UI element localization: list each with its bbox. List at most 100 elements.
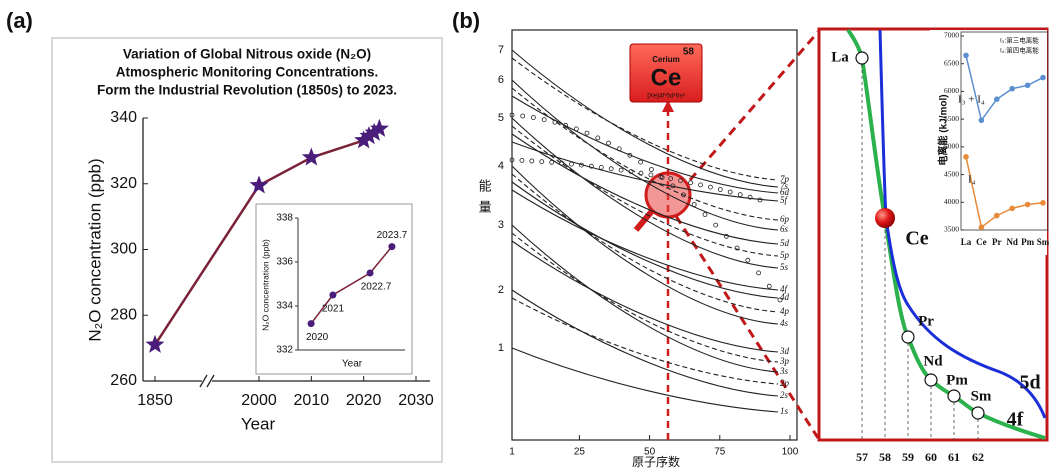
atomic-number: 59	[902, 450, 914, 464]
zoom-line	[688, 31, 820, 181]
data-point	[1009, 205, 1015, 212]
x-tick-label: 50	[644, 447, 656, 458]
level-label: 2	[498, 284, 504, 296]
orbital-curve	[511, 57, 779, 181]
curve-label: 6s	[780, 224, 789, 234]
orbital-marker	[724, 233, 729, 239]
data-point	[978, 224, 985, 231]
x-tick-label: Sm	[1037, 237, 1049, 247]
orbital-marker	[638, 159, 643, 165]
inset-frame	[255, 203, 413, 375]
data-point	[1040, 74, 1046, 81]
data-point	[249, 175, 269, 194]
orbital-marker	[595, 135, 601, 141]
y-tick-label: 260	[110, 372, 137, 389]
y-tick-label: 4500	[944, 169, 959, 178]
x-tick-label: 2010	[294, 392, 330, 409]
data-point	[978, 117, 985, 124]
curve-label: 5d	[1019, 372, 1040, 394]
y-tick-label: 320	[110, 175, 137, 192]
data-line	[310, 246, 393, 325]
x-axis-label: Year	[342, 359, 363, 370]
arrow-head	[662, 100, 674, 112]
series-line	[965, 55, 1044, 123]
data-point	[301, 147, 321, 166]
orbital-curve	[511, 189, 779, 291]
orbital-marker	[584, 130, 590, 136]
curve-label: 1s	[780, 406, 789, 416]
element-label: La	[831, 49, 849, 65]
element-symbol: Ce	[651, 64, 682, 91]
series-label: I₄	[968, 174, 976, 186]
orbital-curve	[511, 224, 779, 373]
data-point	[329, 291, 337, 299]
curve-label: 2p	[780, 378, 790, 388]
x-tick-label: La	[961, 237, 972, 247]
y-tick-label: 6000	[944, 86, 959, 95]
x-tick-label: 100	[782, 447, 799, 458]
point-label: 2020	[306, 332, 329, 343]
orbital-marker	[702, 212, 708, 217]
orbital-marker	[618, 167, 624, 173]
orbital-marker	[734, 245, 740, 251]
orbital-marker	[777, 297, 783, 303]
orbital-marker	[539, 159, 545, 165]
y-tick-label: 338	[276, 213, 293, 224]
orbital-marker	[559, 160, 564, 166]
axis-break-gap	[202, 377, 212, 385]
y-tick-label: 280	[110, 306, 137, 323]
y-axis-label: N₂O concentration (ppb)	[260, 239, 270, 331]
y-tick-label: 332	[276, 345, 293, 356]
element-label: Pm	[946, 372, 968, 388]
chart-title: Atmospheric Monitoring Concentrations.	[116, 65, 379, 80]
orbital-marker	[698, 182, 703, 188]
orbital-marker	[541, 117, 547, 122]
orbital-marker	[766, 283, 772, 289]
data-point	[1040, 200, 1046, 206]
chart-title: Variation of Global Nitrous oxide (N₂O)	[123, 47, 371, 62]
magnifier-handle	[633, 209, 655, 232]
x-tick-label: Pr	[992, 237, 1002, 247]
orbital-marker	[688, 180, 693, 186]
level-label: 3	[498, 219, 504, 231]
orbital-marker	[737, 192, 743, 198]
orbital-curve	[511, 181, 779, 299]
curve-label: 4p	[780, 306, 790, 316]
curve-label: 4s	[780, 318, 789, 328]
data-point	[388, 243, 396, 251]
x-tick-label: 2020	[346, 392, 382, 409]
y-tick-label: 334	[276, 301, 293, 312]
y-tick-label: 340	[110, 109, 137, 126]
orbital-curve	[511, 133, 779, 245]
data-point	[1024, 201, 1031, 208]
y-tick-label: 300	[110, 241, 137, 258]
curve-label: 4f	[780, 284, 789, 294]
element-label: Sm	[971, 388, 992, 404]
curve-label: 6p	[780, 214, 790, 224]
orbital-marker	[659, 175, 665, 180]
level-label: 5	[498, 112, 504, 124]
element-label: Pr	[918, 313, 934, 329]
curve-label: 2s	[780, 390, 789, 400]
data-point	[359, 126, 379, 145]
orbital-curve	[511, 173, 779, 313]
data-point	[963, 154, 969, 160]
x-tick-label: 2000	[241, 392, 277, 409]
element-point	[947, 389, 961, 403]
element-config: [Xe]4f¹5d¹6s²	[647, 93, 685, 100]
y-tick-label: 5000	[944, 142, 959, 151]
element-point	[875, 208, 895, 228]
orbital-marker	[648, 172, 654, 178]
orbital-marker	[509, 112, 515, 118]
y-tick-label: 5500	[944, 114, 959, 123]
y-axis-label: 能量	[477, 179, 492, 221]
orbital-curve	[511, 232, 779, 363]
y-tick-label: 3500	[944, 225, 959, 234]
curve-label: 3d	[779, 346, 790, 356]
level-label: 4	[498, 160, 504, 172]
data-point	[963, 52, 969, 59]
element-name: Cerium	[652, 55, 680, 64]
orbital-marker	[627, 152, 633, 158]
x-axis-label: Year	[241, 414, 276, 433]
orbital-marker	[668, 176, 674, 182]
